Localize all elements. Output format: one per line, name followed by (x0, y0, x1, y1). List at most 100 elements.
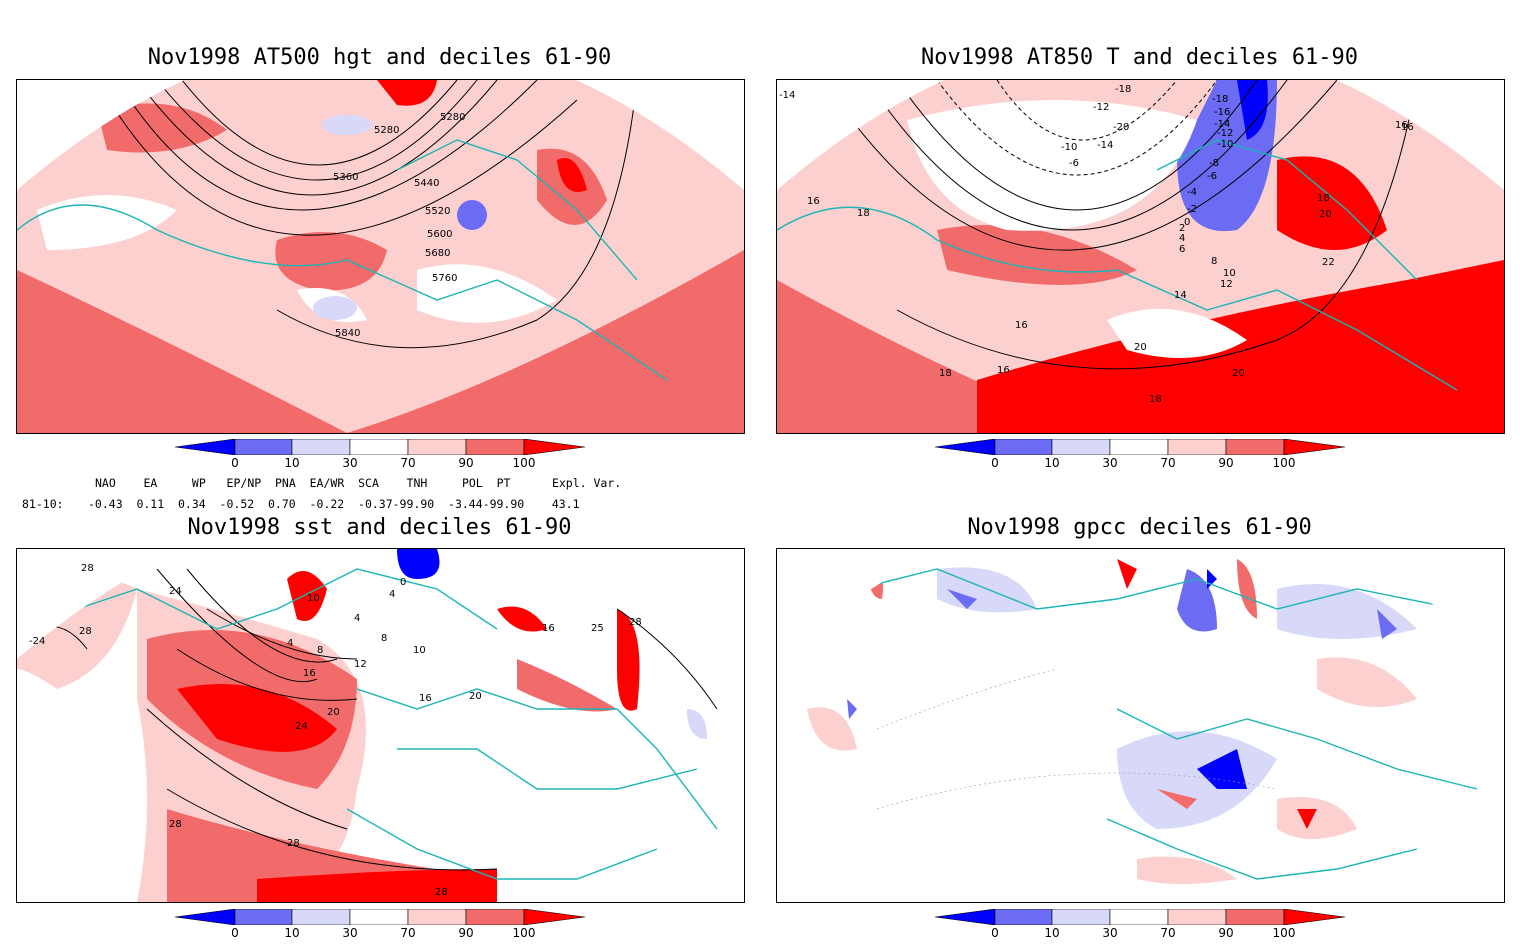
panel2-contour-label: 2 (1179, 223, 1185, 234)
panel1-title: Nov1998 AT500 hgt and deciles 61-90 (147, 45, 612, 70)
colorbar-tick: 0 (231, 456, 239, 470)
panel3-contour-label: -24 (29, 636, 45, 647)
panel1-contour-label: 5840 (335, 328, 360, 339)
panel2-contour-label: 20 (1319, 209, 1332, 220)
panel3-contour-label: 28 (169, 819, 182, 830)
panel3-contour-label: 16 (419, 693, 432, 704)
panel2-contour-label: -10 (1217, 139, 1233, 150)
indices-header: NAO EA WP EP/NP PNA EA/WR SCA TNH POL PT… (95, 476, 622, 490)
panel2-contour-label: 16 (1015, 320, 1028, 331)
panel2-contour-label: 20 (1232, 368, 1245, 379)
panel3-contour-label: 4 (287, 638, 293, 649)
panel2-contour-label: 20 (1134, 342, 1147, 353)
panel3-contour-label: 24 (295, 721, 308, 732)
panel3-contour-label: 10 (413, 645, 426, 656)
panel4-title: Nov1998 gpcc deciles 61-90 (967, 515, 1312, 540)
panel2-contour-label: 16 (807, 196, 820, 207)
panel1-contour-label: 5600 (427, 229, 452, 240)
panel3-contour-label: 0 (400, 577, 406, 588)
colorbar-tick: 90 (458, 926, 474, 940)
panel2-contour-label: 16 (1395, 120, 1408, 131)
panel2-contour-label: -16 (1214, 107, 1230, 118)
colorbar-tick: 100 (1272, 456, 1296, 470)
panel3-contour-label: 20 (327, 707, 340, 718)
panel2-title: Nov1998 AT850 T and deciles 61-90 (920, 45, 1359, 70)
colorbar-tick: 10 (1044, 926, 1060, 940)
panel3-contour-label: 25 (591, 623, 604, 634)
colorbar-tick: 90 (1218, 456, 1234, 470)
panel2-contour-label: -12 (1217, 128, 1233, 139)
panel2-contour-label: 12 (1220, 279, 1233, 290)
panel2-contour-label: -20 (1113, 122, 1129, 133)
panel2-contour-label: 4 (1179, 233, 1185, 244)
panel2-contour-label: -14 (779, 90, 795, 101)
panel2-contour-label: -18 (1212, 94, 1228, 105)
panel3-contour-label: 24 (169, 586, 182, 597)
panel2-contour-label: 10 (1223, 268, 1236, 279)
panel2-contour-label: 6 (1179, 244, 1185, 255)
panel3-contour-label: 4 (389, 589, 395, 600)
panel2-contour-label: 8 (1211, 256, 1217, 267)
panel3-contour-label: 12 (354, 659, 367, 670)
panel2-contour-label: 18 (939, 368, 952, 379)
colorbar-tick: 90 (1218, 926, 1234, 940)
panel3-contour-label: 10 (307, 593, 320, 604)
colorbar-tick: 70 (400, 926, 416, 940)
colorbar-tick: 30 (342, 926, 358, 940)
panel1-contour-label: 5680 (425, 248, 450, 259)
colorbar-tick: 90 (458, 456, 474, 470)
panel2-contour-label: -10 (1061, 142, 1077, 153)
panel2-contour-label: 18 (1149, 394, 1162, 405)
colorbar-tick: 100 (1272, 926, 1296, 940)
colorbar-bottom-right: 0 10 30 70 90 100 (934, 908, 1346, 949)
panel2-contour-label: -6 (1207, 171, 1217, 182)
panel2-contour-label: 16 (1401, 122, 1414, 133)
colorbar-tick: 30 (342, 456, 358, 470)
panel3-contour-label: 28 (287, 838, 300, 849)
panel2-contour-label: -14 (1214, 119, 1230, 130)
panel1-contour-label: 5360 (333, 172, 358, 183)
panel4-map (776, 548, 1505, 903)
panel1-contour-label: 5280 (440, 112, 465, 123)
panel1-contour-label: 5520 (425, 206, 450, 217)
indices-row-label: 81-10: (22, 497, 64, 511)
panel3-contour-label: 8 (381, 633, 387, 644)
panel3-contour-label: 20 (469, 691, 482, 702)
colorbar-top-right: 0 10 30 70 90 100 (934, 438, 1346, 479)
colorbar-tick: 0 (231, 926, 239, 940)
panel3-contour-label: 28 (435, 887, 448, 898)
panel3-title: Nov1998 sst and deciles 61-90 (187, 515, 572, 540)
colorbar-tick: 30 (1102, 926, 1118, 940)
colorbar-tick: 10 (284, 456, 300, 470)
panel2-contour-label: -14 (1097, 140, 1113, 151)
colorbar-tick: 30 (1102, 456, 1118, 470)
panel2-contour-label: 16 (997, 365, 1010, 376)
colorbar-tick: 100 (512, 456, 536, 470)
colorbar-tick: 100 (512, 926, 536, 940)
colorbar-top-left: 0 10 30 70 90 100 (174, 438, 586, 479)
colorbar-tick: 70 (1160, 926, 1176, 940)
colorbar-tick: 10 (1044, 456, 1060, 470)
panel2-contour-label: -8 (1209, 158, 1219, 169)
panel1-contour-label: 5280 (374, 125, 399, 136)
panel2-contour-label: -6 (1069, 158, 1079, 169)
colorbar-bottom-left: 0 10 30 70 90 100 (174, 908, 586, 949)
panel3-contour-label: 16 (542, 623, 555, 634)
panel2-contour-label: 14 (1174, 290, 1187, 301)
panel3-contour-label: 28 (81, 563, 94, 574)
panel2-contour-label: -12 (1093, 102, 1109, 113)
colorbar-tick: 10 (284, 926, 300, 940)
indices-values: -0.43 0.11 0.34 -0.52 0.70 -0.22 -0.37-9… (88, 497, 580, 511)
panel3-contour-label: 16 (303, 668, 316, 679)
panel2-map: -14 -18 -12 -20 -18 -16 -14 -12 -10 -8 -… (776, 79, 1505, 434)
colorbar-tick: 70 (1160, 456, 1176, 470)
panel1-contour-label: 5760 (432, 273, 457, 284)
panel2-contour-label: 0 (1184, 217, 1190, 228)
panel1-contour-label: 5440 (414, 178, 439, 189)
panel2-contour-label: 18 (857, 208, 870, 219)
panel2-contour-label: -2 (1187, 204, 1197, 215)
colorbar-tick: 0 (991, 926, 999, 940)
panel2-contour-label: 18 (1317, 193, 1330, 204)
panel2-contour-label: 22 (1322, 257, 1335, 268)
panel1-map: 5280 5280 5360 5440 5520 5600 5680 5760 … (16, 79, 745, 434)
